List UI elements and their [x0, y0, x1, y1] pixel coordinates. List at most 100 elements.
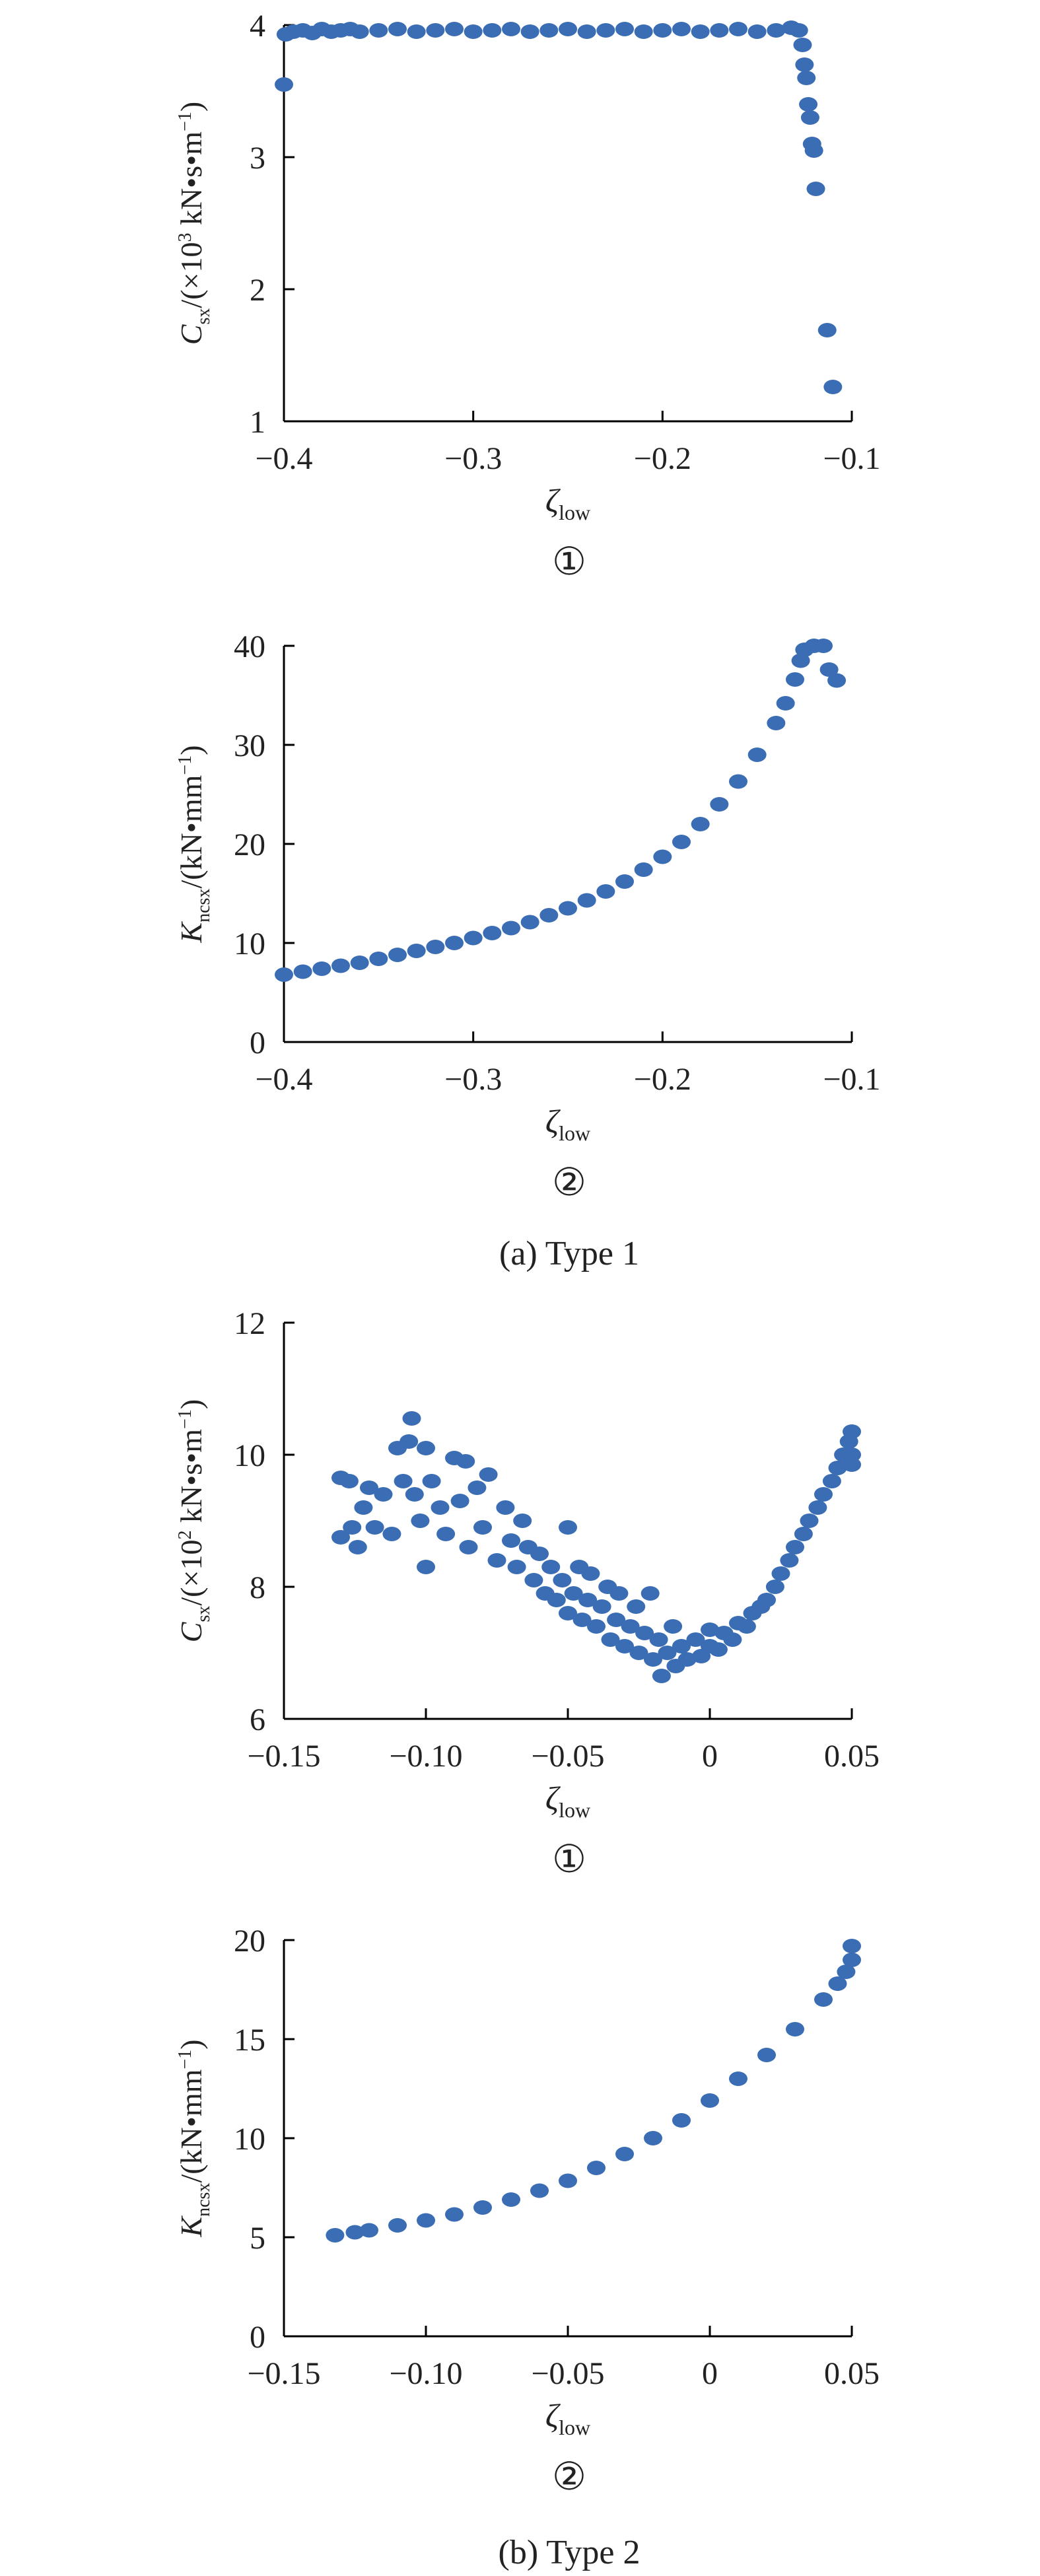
data-point	[275, 77, 293, 92]
data-point	[464, 930, 483, 946]
data-point	[326, 2228, 345, 2243]
data-point	[507, 1560, 526, 1574]
data-point	[814, 1487, 833, 1502]
data-point	[581, 1566, 600, 1581]
data-point	[539, 908, 559, 922]
data-point	[621, 1619, 640, 1634]
data-point	[350, 24, 369, 39]
data-point	[547, 1593, 566, 1607]
data-point	[789, 23, 808, 38]
data-point	[710, 23, 729, 38]
data-point	[786, 672, 804, 687]
data-point	[331, 1530, 350, 1545]
data-point	[559, 901, 577, 916]
data-point	[587, 2161, 606, 2175]
data-point	[729, 2071, 747, 2086]
x-tick-label: −0.1	[823, 1062, 880, 1097]
data-point	[365, 1520, 384, 1535]
data-point	[577, 893, 596, 908]
data-point	[436, 1527, 456, 1541]
y-axis-label-close: )	[174, 2039, 208, 2049]
data-point	[800, 110, 819, 125]
data-point	[615, 874, 634, 889]
data-point	[653, 849, 672, 864]
data-point	[487, 1553, 506, 1568]
data-point	[615, 1639, 634, 1654]
data-point	[794, 1527, 813, 1541]
data-point	[843, 1457, 861, 1472]
y-axis-label-symbol: C	[174, 1621, 208, 1642]
data-point	[627, 1599, 646, 1614]
data-point	[828, 1461, 847, 1475]
data-point	[417, 1441, 435, 1455]
data-point	[806, 182, 825, 196]
y-axis-label-unit-cont: kN•s•m	[174, 1429, 208, 1531]
y-axis-label-unit-cont: kN•s•m	[174, 131, 208, 233]
y-axis-label-symbol: K	[174, 2215, 208, 2238]
caption-type1: (a) Type 1	[499, 1235, 639, 1272]
y-axis-label-subscript: sx	[193, 1606, 214, 1622]
x-tick-label: −0.05	[531, 2356, 604, 2391]
data-point	[710, 797, 729, 812]
data-point	[520, 24, 539, 39]
y-tick-label: 3	[250, 141, 265, 176]
data-point	[808, 1500, 827, 1515]
y-tick-label: 1	[250, 405, 265, 440]
y-axis-label-close: )	[174, 102, 208, 112]
data-point	[629, 1646, 648, 1660]
data-point	[677, 1652, 697, 1667]
data-point	[382, 1527, 401, 1541]
y-axis-label-unit: /(kN•mm	[174, 2069, 208, 2182]
x-tick-label: −0.10	[389, 2356, 462, 2391]
data-point	[709, 1642, 728, 1657]
data-point	[596, 884, 615, 899]
y-axis-label-subscript: sx	[193, 308, 214, 325]
data-point	[827, 673, 847, 688]
data-point	[672, 2113, 691, 2128]
data-point	[644, 2131, 662, 2145]
data-point	[771, 1566, 790, 1581]
y-axis-label-superscript-2: −1	[175, 112, 195, 131]
data-point	[426, 23, 445, 38]
y-tick-label: 30	[234, 728, 265, 763]
data-point	[799, 97, 818, 112]
x-tick-label: −0.2	[634, 1062, 691, 1097]
y-tick-label: 15	[234, 2023, 265, 2058]
y-tick-label: 6	[250, 1702, 265, 1737]
y-axis-label-close: )	[174, 1399, 208, 1409]
data-point	[559, 2173, 577, 2188]
data-point	[394, 1474, 413, 1488]
x-tick-label: −0.15	[247, 2356, 320, 2391]
x-tick-label: −0.05	[531, 1739, 604, 1774]
data-point	[350, 956, 369, 970]
data-point	[672, 835, 691, 849]
y-tick-label: 8	[250, 1570, 265, 1605]
data-point	[814, 639, 833, 653]
data-point	[559, 22, 577, 36]
data-point	[417, 2213, 435, 2228]
data-point	[360, 2223, 378, 2238]
data-point	[649, 1632, 668, 1647]
data-point	[459, 1540, 478, 1554]
data-point	[483, 23, 502, 38]
y-tick-label: 10	[234, 2122, 265, 2157]
data-point	[767, 23, 786, 38]
data-point	[672, 22, 691, 36]
x-axis-label-subscript: low	[559, 1121, 590, 1145]
data-point	[473, 2200, 492, 2215]
data-point	[658, 1646, 677, 1660]
data-point	[757, 2048, 776, 2062]
data-point	[502, 2192, 520, 2207]
data-point	[729, 22, 747, 36]
data-point	[530, 2183, 549, 2198]
data-point	[691, 24, 710, 39]
x-tick-label: −0.4	[255, 1062, 312, 1097]
x-tick-label: −0.3	[444, 441, 502, 476]
y-tick-label: 2	[250, 273, 265, 308]
data-point	[653, 23, 672, 38]
y-tick-label: 12	[234, 1306, 265, 1341]
y-axis-label: Csx/(×102 kN•s•m−1)	[174, 1399, 214, 1642]
y-axis-label-unit: /(×10	[174, 242, 208, 308]
data-point	[791, 653, 810, 668]
data-point	[426, 940, 445, 954]
